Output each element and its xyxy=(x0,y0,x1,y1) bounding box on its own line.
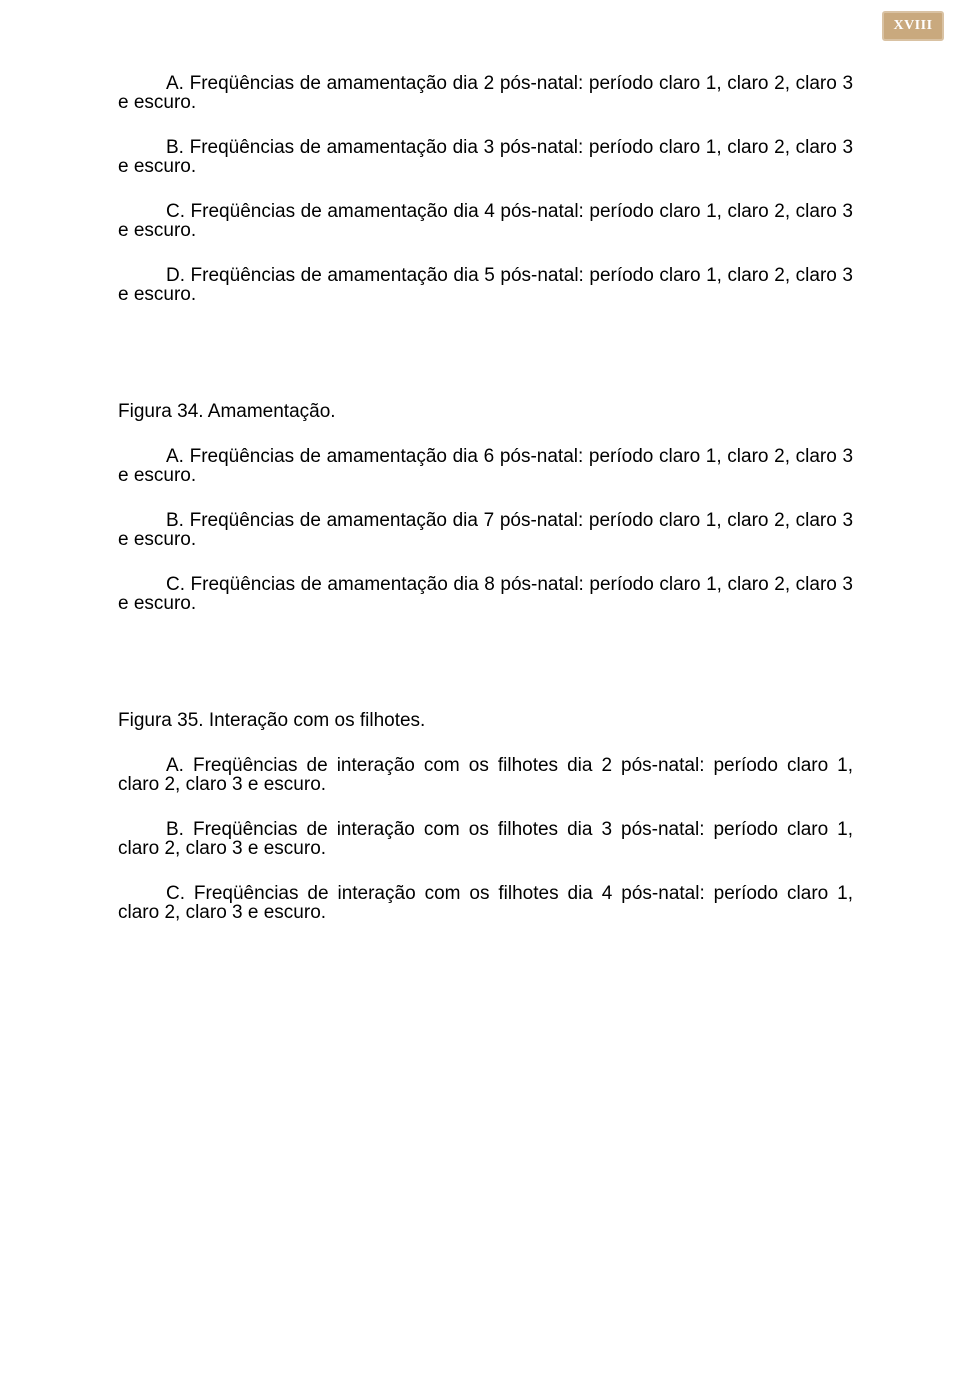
paragraph: B. Freqüências de amamentação dia 3 pós-… xyxy=(118,138,853,176)
paragraph-spacer xyxy=(118,639,853,711)
text-line: Figura 34. Amamentação. xyxy=(118,401,336,422)
line-gap xyxy=(118,485,853,511)
document-page: XVIII A. Freqüências de amamentação dia … xyxy=(0,0,960,1396)
line-gap xyxy=(118,304,853,330)
line-gap xyxy=(118,794,853,820)
text-line: A. Freqüências de amamentação dia 6 pós-… xyxy=(166,446,768,467)
line-gap xyxy=(118,922,853,948)
paragraph: A. Freqüências de amamentação dia 6 pós-… xyxy=(118,447,853,485)
text-line: A. Freqüências de interação com os filho… xyxy=(166,755,778,776)
page-number-badge: XVIII xyxy=(882,11,944,41)
paragraph: C. Freqüências de interação com os filho… xyxy=(118,884,853,922)
line-gap xyxy=(118,176,853,202)
paragraph: A. Freqüências de amamentação dia 2 pós-… xyxy=(118,74,853,112)
text-line: B. Freqüências de amamentação dia 3 pós-… xyxy=(166,137,768,158)
text-line: C. Freqüências de interação com os filho… xyxy=(166,883,778,904)
paragraph: Figura 34. Amamentação. xyxy=(118,402,853,421)
text-line: D. Freqüências de amamentação dia 5 pós-… xyxy=(166,265,769,286)
paragraph: B. Freqüências de interação com os filho… xyxy=(118,820,853,858)
line-gap xyxy=(118,730,853,756)
line-gap xyxy=(118,858,853,884)
paragraph: A. Freqüências de interação com os filho… xyxy=(118,756,853,794)
text-line: B. Freqüências de amamentação dia 7 pós-… xyxy=(166,510,768,531)
text-line: A. Freqüências de amamentação dia 2 pós-… xyxy=(166,73,768,94)
paragraph: C. Freqüências de amamentação dia 4 pós-… xyxy=(118,202,853,240)
paragraph: Figura 35. Interação com os filhotes. xyxy=(118,711,853,730)
paragraph: B. Freqüências de amamentação dia 7 pós-… xyxy=(118,511,853,549)
line-gap xyxy=(118,240,853,266)
text-line: B. Freqüências de interação com os filho… xyxy=(166,819,778,840)
text-line: C. Freqüências de amamentação dia 8 pós-… xyxy=(166,574,769,595)
paragraph: C. Freqüências de amamentação dia 8 pós-… xyxy=(118,575,853,613)
paragraph-spacer xyxy=(118,330,853,402)
document-body: A. Freqüências de amamentação dia 2 pós-… xyxy=(118,74,853,948)
line-gap xyxy=(118,613,853,639)
text-line: Figura 35. Interação com os filhotes. xyxy=(118,710,425,731)
text-line: C. Freqüências de amamentação dia 4 pós-… xyxy=(166,201,769,222)
line-gap xyxy=(118,112,853,138)
paragraph: D. Freqüências de amamentação dia 5 pós-… xyxy=(118,266,853,304)
line-gap xyxy=(118,421,853,447)
line-gap xyxy=(118,549,853,575)
